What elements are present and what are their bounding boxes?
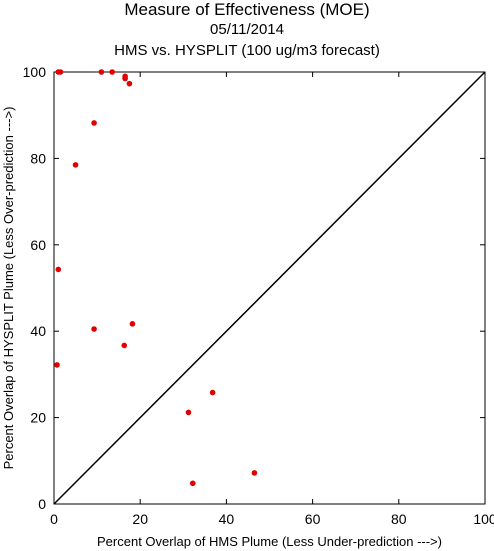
plot-frame <box>53 71 486 505</box>
y-tick-label: 80 <box>30 150 46 166</box>
x-axis-label: Percent Overlap of HMS Plume (Less Under… <box>97 534 442 549</box>
data-point <box>54 362 60 368</box>
plot-area: 0 20 40 60 80 100 0 20 40 60 80 100 Percent Overlap … <box>1 64 494 549</box>
x-tick-label: 20 <box>132 511 148 527</box>
y-tick-label: 100 <box>23 64 47 80</box>
data-point <box>72 162 79 168</box>
chart-date: 05/11/2014 <box>210 21 284 38</box>
data-point <box>209 389 216 396</box>
chart-title: Measure of Effectiveness (MOE) <box>124 0 370 19</box>
data-point <box>129 321 136 327</box>
chart-subtitle: HMS vs. HYSPLIT (100 ug/m3 forecast) <box>114 42 380 59</box>
y-axis-label: Percent Overlap of HYSPLIT Plume (Less O… <box>1 107 16 470</box>
x-tick-label: 80 <box>391 511 407 527</box>
y-tick-label: 0 <box>38 496 46 512</box>
y-tick-label: 60 <box>30 237 46 253</box>
data-point <box>189 480 196 487</box>
y-tick-label: 20 <box>30 410 46 426</box>
data-point <box>55 266 62 273</box>
diagonal-reference-line <box>53 71 486 505</box>
data-point <box>91 120 97 126</box>
data-point <box>109 69 115 75</box>
data-point <box>251 470 258 476</box>
y-tick-label: 40 <box>30 323 46 339</box>
data-point <box>121 342 128 349</box>
x-tick-label: 0 <box>50 511 58 527</box>
data-point <box>126 80 133 87</box>
data-point <box>122 75 128 82</box>
x-tick-label: 100 <box>473 511 494 527</box>
data-point <box>57 69 64 75</box>
data-point <box>185 409 192 416</box>
data-point <box>98 69 105 75</box>
x-tick-label: 60 <box>305 511 321 527</box>
x-tick-label: 40 <box>219 511 235 527</box>
data-point <box>91 326 97 332</box>
